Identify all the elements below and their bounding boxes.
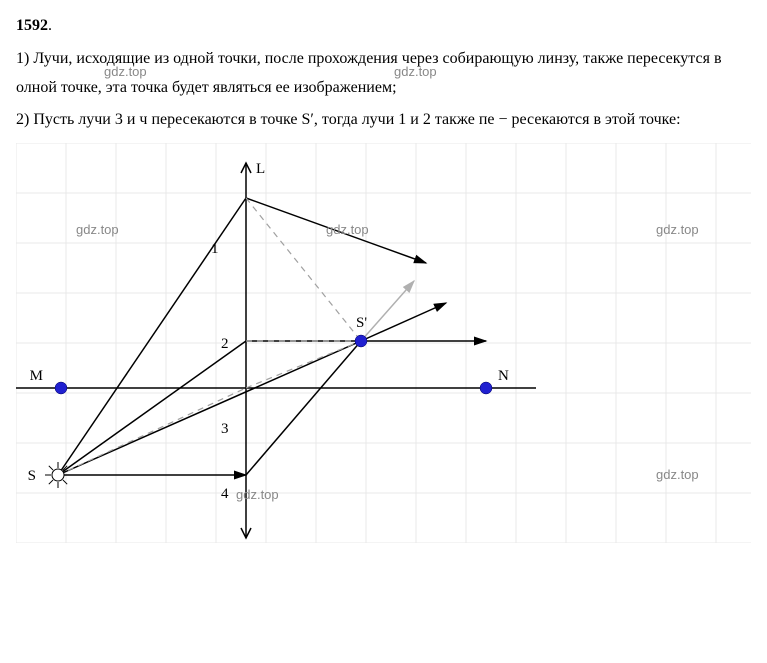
svg-text:S': S' [356, 315, 367, 331]
svg-text:2: 2 [221, 336, 229, 352]
svg-text:3: 3 [221, 421, 229, 437]
item1-prefix: 1) [16, 50, 33, 67]
svg-text:4: 4 [221, 486, 229, 502]
item2-text: Пусть лучи 3 и ч пересекаются в точке S′… [33, 111, 680, 128]
svg-text:L: L [256, 161, 265, 177]
item1-text: Лучи, исходящие из одной точки, после пр… [16, 50, 722, 96]
svg-text:N: N [498, 368, 509, 384]
ray-diagram: MNS'SL1234 gdz.top gdz.top gdz.top gdz.t… [16, 143, 751, 543]
problem-number: 1592 [16, 17, 48, 34]
svg-text:M: M [30, 368, 43, 384]
item2-prefix: 2) [16, 111, 33, 128]
svg-text:S: S [28, 468, 36, 484]
problem-dot: . [48, 17, 52, 34]
svg-text:1: 1 [211, 241, 219, 257]
diagram-svg: M N S' S L 1 2 3 4 [16, 143, 751, 543]
